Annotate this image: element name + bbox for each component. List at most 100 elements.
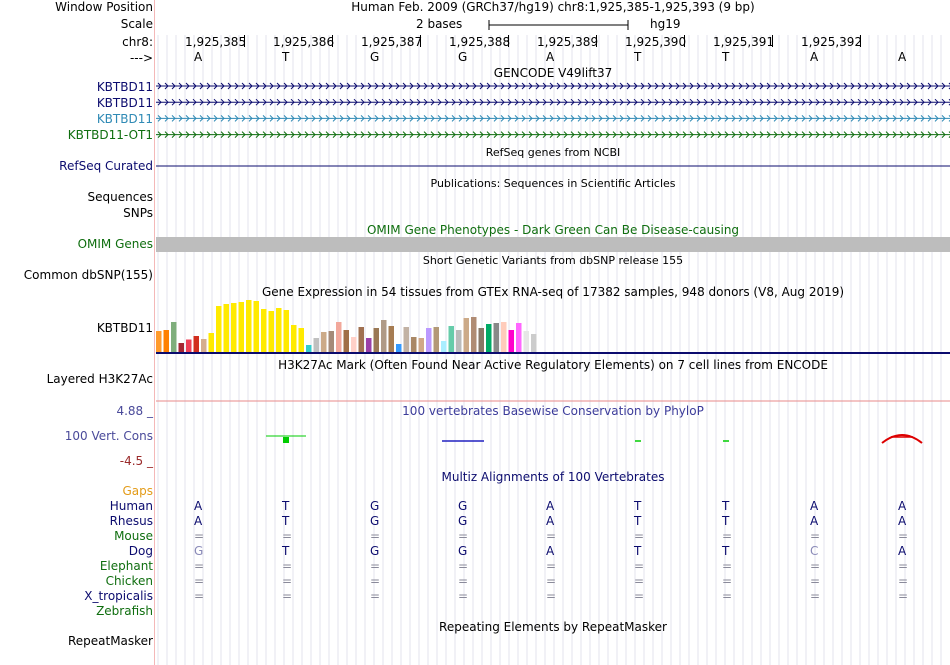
gtex-bar[interactable] — [268, 311, 275, 352]
repeatmasker-track-label[interactable]: RepeatMasker — [67, 634, 153, 648]
alignment-base: = — [810, 574, 821, 588]
h3k27ac-track-label[interactable]: Layered H3K27Ac — [46, 372, 153, 386]
phylop-conservation-plot[interactable] — [156, 425, 950, 455]
gtex-bar[interactable] — [388, 326, 395, 352]
gtex-bar[interactable] — [306, 345, 312, 352]
gtex-bar[interactable] — [313, 338, 320, 352]
gtex-bar[interactable] — [351, 337, 357, 352]
gtex-bar[interactable] — [178, 343, 185, 352]
gencode-track-label-3[interactable]: KBTBD11 — [96, 112, 153, 126]
phylop-track-label[interactable]: 100 Vert. Cons — [64, 429, 153, 443]
gtex-bar[interactable] — [276, 308, 282, 352]
repeatmasker-track-title: Repeating Elements by RepeatMasker — [439, 620, 667, 634]
gtex-bar[interactable] — [328, 331, 335, 352]
gtex-bar[interactable] — [246, 300, 252, 352]
gtex-bar[interactable] — [486, 324, 492, 352]
gtex-bar[interactable] — [448, 326, 455, 352]
ruler-position: 1,925,390 — [625, 35, 687, 49]
gtex-bar[interactable] — [441, 341, 447, 352]
gene-model[interactable] — [156, 115, 950, 122]
gtex-bar[interactable] — [411, 337, 417, 352]
gene-model[interactable] — [156, 131, 950, 138]
gencode-track-label-4[interactable]: KBTBD11-OT1 — [67, 128, 153, 142]
reference-base: A — [810, 50, 819, 64]
alignment-base: = — [282, 589, 293, 603]
refseq-track-label[interactable]: RefSeq Curated — [59, 159, 153, 173]
gtex-bar[interactable] — [456, 330, 462, 352]
gtex-bar[interactable] — [418, 338, 425, 352]
omim-track-label[interactable]: OMIM Genes — [77, 237, 153, 251]
publications-sequences-label[interactable]: Sequences — [87, 190, 153, 204]
gtex-bar[interactable] — [321, 332, 327, 352]
omim-gene-bar[interactable] — [156, 237, 950, 252]
window-position-title: Human Feb. 2009 (GRCh37/hg19) chr8:1,925… — [351, 0, 755, 14]
gtex-bar[interactable] — [508, 330, 515, 352]
track-labels: Window Position Scale chr8: ---> KBTBD11… — [0, 0, 153, 665]
gtex-bar[interactable] — [163, 330, 170, 352]
gtex-bar[interactable] — [336, 322, 342, 352]
gtex-bar[interactable] — [216, 306, 222, 352]
alignment-base: A — [194, 499, 203, 513]
gtex-bar[interactable] — [238, 302, 245, 352]
reference-base: A — [898, 50, 907, 64]
gtex-bar[interactable] — [358, 327, 365, 352]
alignment-base: = — [282, 574, 293, 588]
alignment-base: = — [722, 589, 733, 603]
gtex-bar[interactable] — [366, 338, 372, 352]
window-position-label: Window Position — [55, 0, 153, 14]
ruler-tick — [772, 35, 773, 47]
refseq-gene-line[interactable] — [156, 163, 950, 169]
gtex-bar[interactable] — [433, 327, 440, 352]
gtex-bar[interactable] — [343, 330, 350, 352]
gtex-bar[interactable] — [426, 328, 432, 352]
gencode-track-label-2[interactable]: KBTBD11 — [96, 96, 153, 110]
gtex-bar[interactable] — [201, 339, 207, 352]
gtex-bar[interactable] — [193, 336, 200, 352]
species-label-chicken: Chicken — [105, 574, 153, 588]
publications-snps-label[interactable]: SNPs — [123, 206, 153, 220]
alignment-base: A — [810, 514, 819, 528]
gtex-bar[interactable] — [186, 339, 192, 353]
browser-image[interactable]: Human Feb. 2009 (GRCh37/hg19) chr8:1,925… — [156, 0, 950, 665]
gtex-bar[interactable] — [463, 318, 470, 352]
alignment-base: = — [282, 559, 293, 573]
gtex-bar[interactable] — [523, 331, 530, 352]
alignment-base: C — [810, 544, 819, 558]
gtex-bar[interactable] — [493, 323, 500, 352]
alignment-base: = — [458, 589, 469, 603]
gtex-bar[interactable] — [261, 309, 267, 352]
gtex-bar[interactable] — [231, 303, 237, 352]
gtex-bar-chart[interactable] — [156, 298, 950, 354]
alignment-base: T — [722, 499, 730, 513]
alignment-base: = — [370, 574, 381, 588]
gtex-bar[interactable] — [373, 328, 380, 352]
gtex-bar[interactable] — [478, 328, 485, 352]
gtex-bar[interactable] — [208, 333, 215, 352]
gtex-bar[interactable] — [171, 322, 177, 352]
gtex-bar[interactable] — [223, 304, 230, 352]
dbsnp-track-label[interactable]: Common dbSNP(155) — [23, 268, 153, 282]
gtex-bar[interactable] — [381, 320, 387, 352]
species-label-zebrafish: Zebrafish — [96, 604, 153, 618]
gtex-bar[interactable] — [156, 331, 162, 352]
gtex-bar[interactable] — [471, 317, 477, 352]
gene-model[interactable] — [156, 98, 950, 106]
gtex-bar[interactable] — [531, 334, 537, 352]
gtex-bar[interactable] — [298, 328, 305, 352]
gene-model[interactable] — [156, 82, 950, 90]
gtex-bar[interactable] — [291, 325, 297, 352]
gtex-bar[interactable] — [283, 310, 290, 352]
gtex-bar[interactable] — [403, 327, 410, 352]
gtex-bar[interactable] — [516, 323, 522, 352]
gtex-bar[interactable] — [253, 301, 260, 352]
gtex-track-label[interactable]: KBTBD11 — [96, 321, 153, 335]
alignment-base: T — [634, 514, 642, 528]
gtex-bar[interactable] — [501, 322, 507, 352]
alignment-base: = — [722, 559, 733, 573]
gtex-bar[interactable] — [396, 344, 402, 352]
refseq-track-title: RefSeq genes from NCBI — [485, 146, 621, 159]
alignment-base: = — [634, 559, 645, 573]
gencode-gene-models[interactable] — [156, 78, 950, 148]
gencode-track-label-1[interactable]: KBTBD11 — [96, 80, 153, 94]
scale-text: 2 bases — [416, 17, 463, 31]
